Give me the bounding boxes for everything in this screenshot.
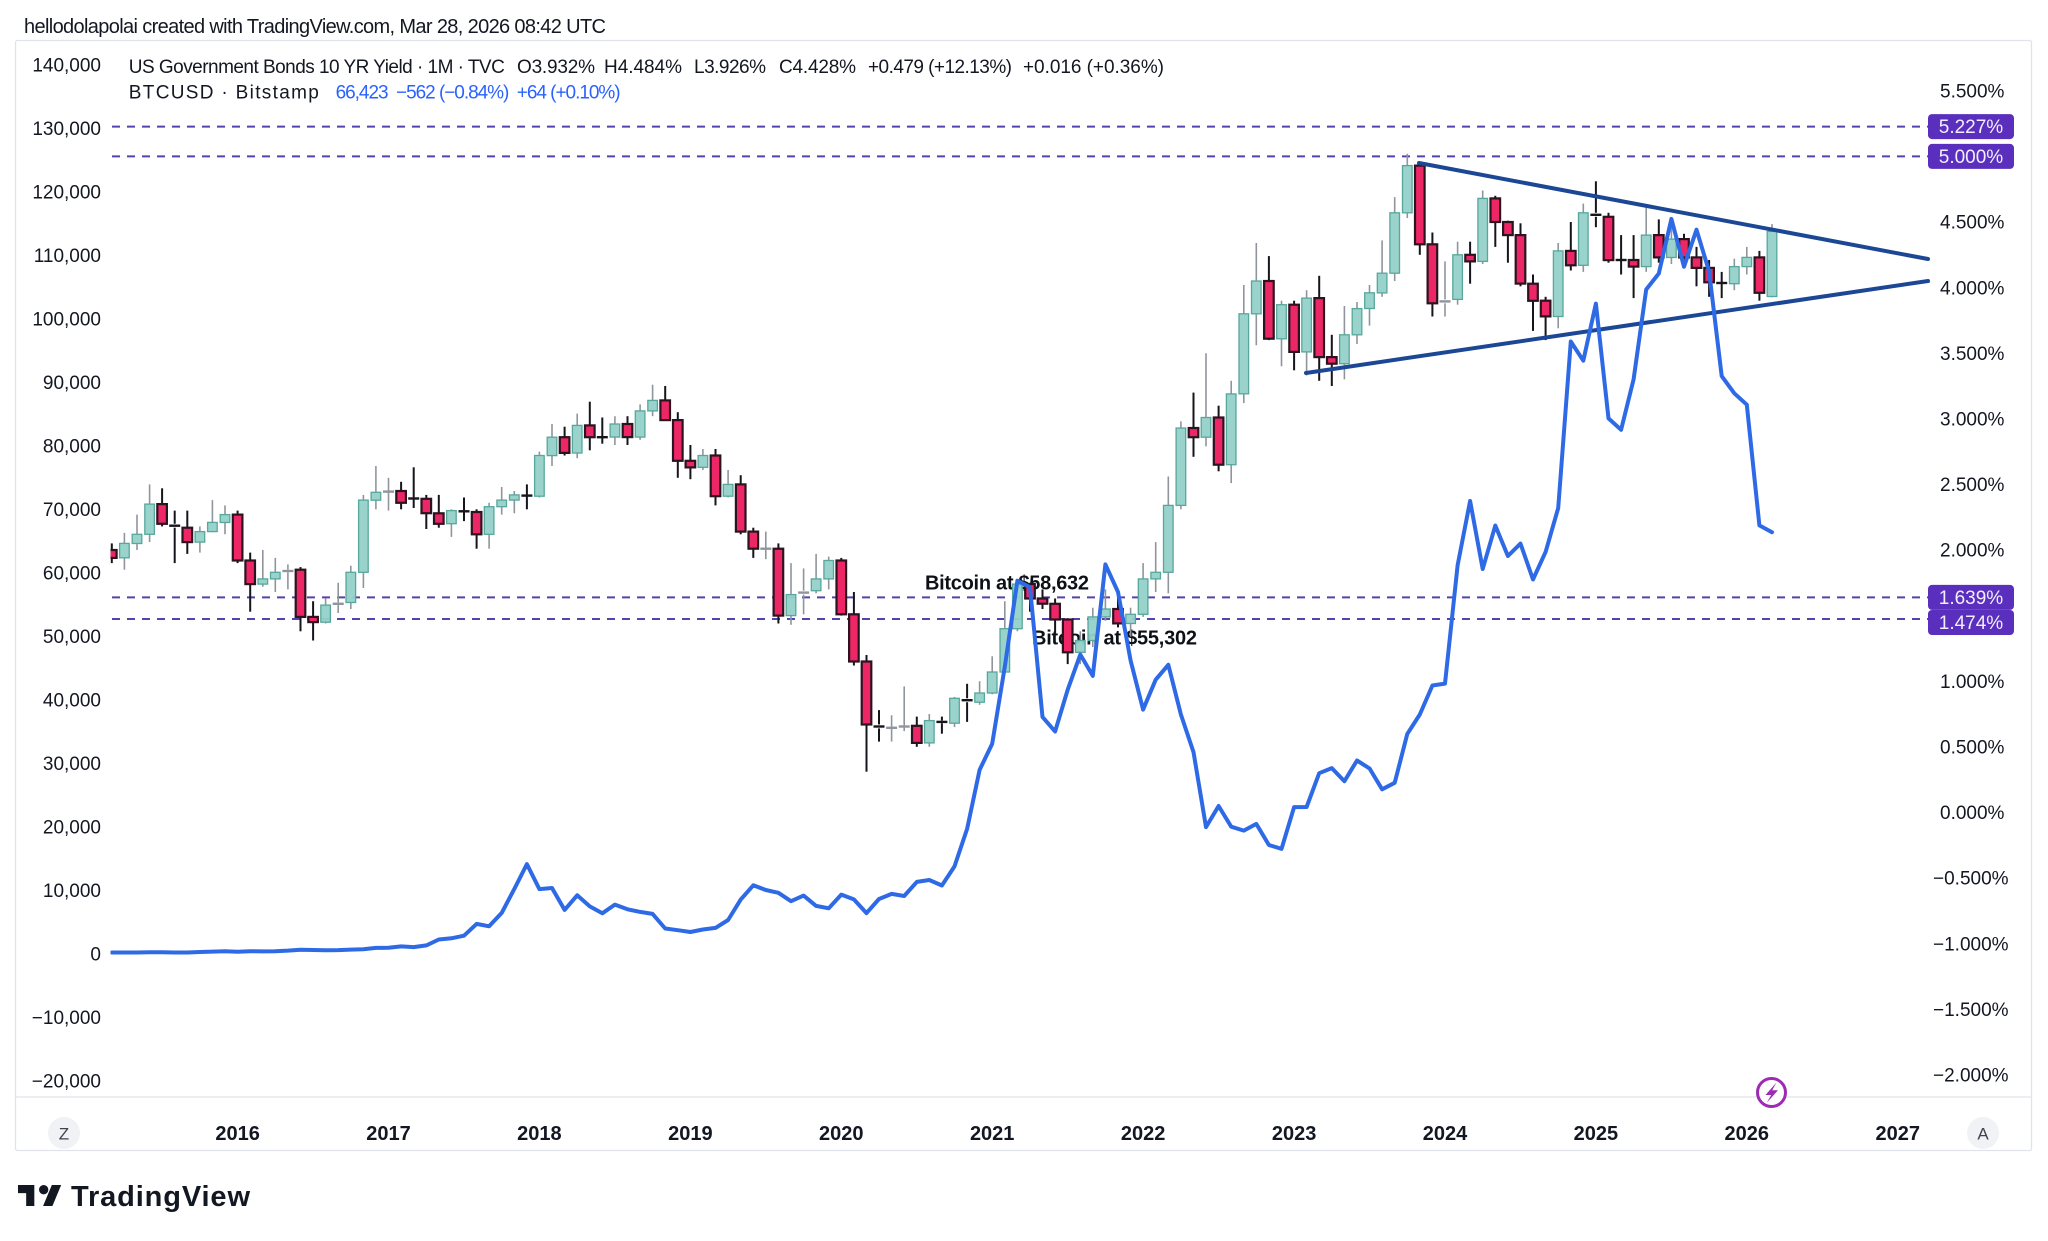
svg-text:TradingView: TradingView: [71, 1181, 250, 1213]
svg-text:2018: 2018: [517, 1123, 562, 1145]
svg-text:hellodolapolai created with Tr: hellodolapolai created with TradingView.…: [24, 16, 606, 38]
svg-text:Bitcoin at $55,302: Bitcoin at $55,302: [1032, 628, 1197, 650]
svg-text:−1.500%: −1.500%: [1933, 1000, 2009, 1021]
svg-text:30,000: 30,000: [43, 754, 101, 775]
svg-text:2025: 2025: [1574, 1123, 1619, 1145]
svg-text:20,000: 20,000: [43, 818, 101, 839]
svg-text:Z: Z: [59, 1125, 69, 1144]
svg-text:+0.016 (+0.36%): +0.016 (+0.36%): [1023, 57, 1164, 78]
svg-text:1.639%: 1.639%: [1939, 588, 2004, 609]
svg-text:2021: 2021: [970, 1123, 1015, 1145]
svg-text:5.227%: 5.227%: [1939, 117, 2004, 138]
svg-text:60,000: 60,000: [43, 564, 101, 585]
svg-text:5.000%: 5.000%: [1939, 147, 2004, 168]
svg-text:2020: 2020: [819, 1123, 864, 1145]
svg-text:H4.484%: H4.484%: [604, 57, 682, 78]
svg-text:130,000: 130,000: [32, 119, 101, 140]
svg-text:70,000: 70,000: [43, 500, 101, 521]
svg-text:140,000: 140,000: [32, 56, 101, 77]
svg-text:O3.932%: O3.932%: [517, 57, 595, 78]
svg-text:2019: 2019: [668, 1123, 713, 1145]
svg-text:40,000: 40,000: [43, 691, 101, 712]
svg-text:−2.000%: −2.000%: [1933, 1066, 2009, 1087]
svg-text:2.500%: 2.500%: [1940, 475, 2005, 496]
svg-text:2023: 2023: [1272, 1123, 1317, 1145]
svg-text:−10,000: −10,000: [32, 1008, 101, 1029]
svg-text:2027: 2027: [1876, 1123, 1921, 1145]
svg-text:2016: 2016: [215, 1123, 260, 1145]
svg-text:2026: 2026: [1725, 1123, 1770, 1145]
svg-text:Bitcoin at $58,632: Bitcoin at $58,632: [925, 573, 1089, 595]
svg-text:4.000%: 4.000%: [1940, 278, 2005, 299]
svg-text:−0.500%: −0.500%: [1933, 869, 2009, 890]
svg-text:100,000: 100,000: [32, 310, 101, 331]
svg-text:0: 0: [90, 945, 101, 966]
svg-text:4.500%: 4.500%: [1940, 213, 2005, 234]
svg-text:1.000%: 1.000%: [1940, 672, 2005, 693]
svg-text:10,000: 10,000: [43, 881, 101, 902]
svg-text:110,000: 110,000: [34, 246, 101, 267]
svg-text:US Government Bonds 10 YR Yiel: US Government Bonds 10 YR Yield · 1M · T…: [129, 57, 505, 78]
svg-text:3.000%: 3.000%: [1940, 410, 2005, 431]
svg-text:0.500%: 0.500%: [1940, 738, 2005, 759]
svg-text:+0.479 (+12.13%): +0.479 (+12.13%): [868, 57, 1012, 78]
svg-text:3.500%: 3.500%: [1940, 344, 2005, 365]
svg-text:1.474%: 1.474%: [1939, 613, 2004, 634]
svg-text:0.000%: 0.000%: [1940, 803, 2005, 824]
svg-text:90,000: 90,000: [43, 373, 101, 394]
svg-text:2024: 2024: [1423, 1123, 1468, 1145]
svg-text:A: A: [1977, 1125, 1989, 1144]
svg-text:−20,000: −20,000: [32, 1072, 101, 1093]
svg-text:L3.926%: L3.926%: [694, 57, 766, 78]
svg-text:C4.428%: C4.428%: [779, 57, 856, 78]
svg-text:2.000%: 2.000%: [1940, 541, 2005, 562]
svg-text:−1.000%: −1.000%: [1933, 934, 2009, 955]
svg-text:2017: 2017: [366, 1123, 411, 1145]
svg-text:BTCUSD · Bitstamp: BTCUSD · Bitstamp: [129, 83, 319, 104]
svg-text:120,000: 120,000: [32, 183, 101, 204]
svg-text:5.500%: 5.500%: [1940, 82, 2005, 103]
svg-text:50,000: 50,000: [43, 627, 101, 648]
svg-text:80,000: 80,000: [43, 437, 101, 458]
svg-text:66,423 −562 (−0.84%) +64 (+0.1: 66,423 −562 (−0.84%) +64 (+0.10%): [336, 83, 621, 104]
svg-text:2022: 2022: [1121, 1123, 1166, 1145]
